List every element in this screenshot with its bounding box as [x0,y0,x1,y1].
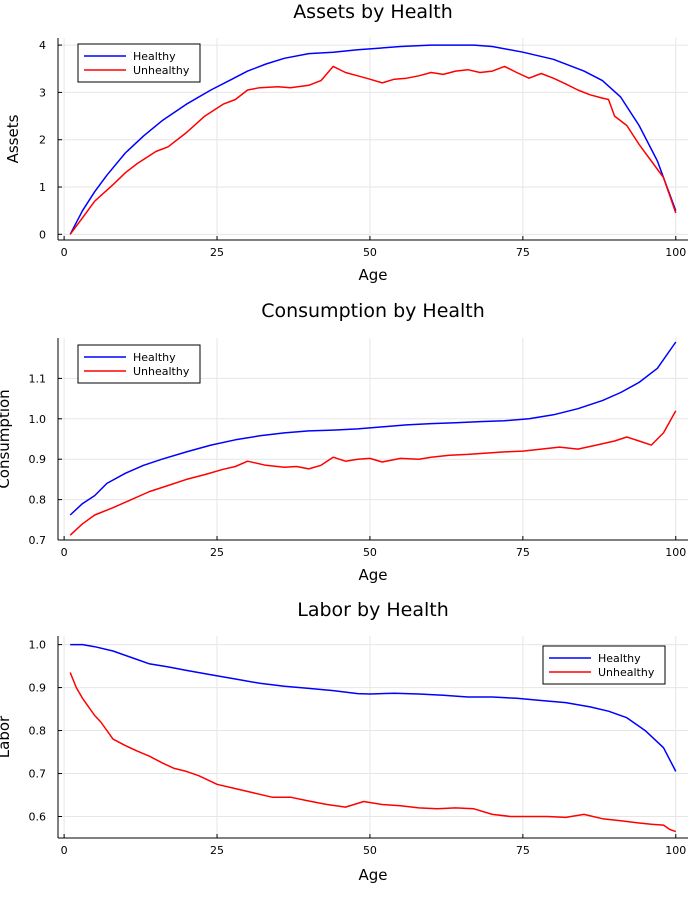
chart-panel-1: 0 25 50 75 100 0 1 2 3 4 Assets by Health Age Assets… [4,1,688,284]
x-tick-label: 0 [61,546,68,559]
legend-box [77,43,201,83]
y-tick-label: 2 [39,134,46,147]
legend-label: Unhealthy [133,365,190,378]
x-tick-label: 75 [516,546,530,559]
y-tick-label: 3 [39,86,46,99]
chart-title: Consumption by Health [261,300,485,322]
legend-label: Healthy [598,652,641,665]
x-tick-label: 100 [665,546,686,559]
y-tick-label: 0.7 [29,534,47,547]
y-axis-label: Assets [4,114,22,163]
chart-panel-3: 0 25 50 75 100 0.6 0.7 0.8 0.9 1.0 Labor by Health… [0,599,688,884]
y-tick-label: 0.8 [29,494,47,507]
x-tick-label: 0 [61,844,68,857]
y-tick-label: 0.9 [29,682,47,695]
x-tick-label: 100 [665,844,686,857]
y-tick-label: 0.6 [29,811,47,824]
legend-label: Unhealthy [598,666,655,679]
chart-panel-2: 0 25 50 75 100 0.7 0.8 0.9 1.0 1.1 Consumption by … [0,300,688,584]
series-line-unhealthy [69,672,677,833]
x-tick-label: 50 [363,246,377,259]
y-tick-label: 1.0 [29,413,47,426]
series-line-healthy [69,341,677,516]
legend-label: Healthy [133,50,176,63]
x-tick-label: 100 [665,246,686,259]
series-line-unhealthy [69,410,677,536]
x-tick-label: 75 [516,844,530,857]
x-tick-label: 25 [210,546,224,559]
series-line-unhealthy [69,65,677,235]
y-axis-label: Labor [0,715,13,758]
x-tick-label: 0 [61,246,68,259]
y-tick-label: 4 [39,39,46,52]
x-tick-label: 50 [363,546,377,559]
y-tick-label: 0.7 [29,768,47,781]
y-axis-label: Consumption [0,389,13,488]
y-tick-label: 0 [39,228,46,241]
series-line-healthy [69,44,677,235]
x-axis-label: Age [358,866,387,884]
legend-label: Healthy [133,351,176,364]
legend-box [542,645,666,685]
legend-label: Unhealthy [133,64,190,77]
x-tick-label: 50 [363,844,377,857]
y-tick-label: 0.8 [29,725,47,738]
legend-box [77,344,201,384]
x-tick-label: 25 [210,246,224,259]
x-axis-label: Age [358,266,387,284]
y-tick-label: 1 [39,181,46,194]
x-tick-label: 25 [210,844,224,857]
x-tick-label: 75 [516,246,530,259]
y-tick-label: 1.1 [29,372,47,385]
chart-title: Labor by Health [297,599,449,621]
series-line-healthy [70,643,677,772]
y-tick-label: 1.0 [29,639,47,652]
x-axis-label: Age [358,566,387,584]
chart-title: Assets by Health [293,1,453,23]
y-tick-label: 0.9 [29,453,47,466]
